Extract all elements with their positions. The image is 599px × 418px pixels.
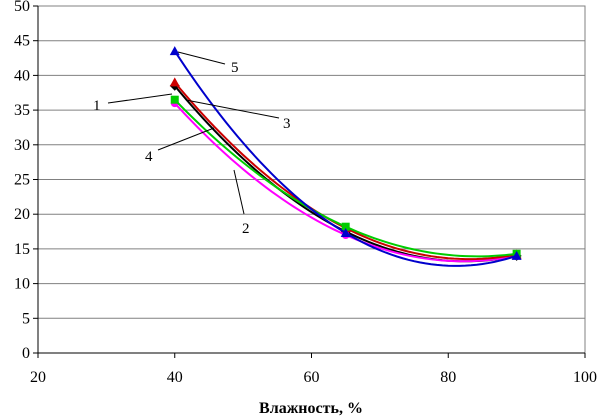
y-tick-label: 35	[14, 102, 30, 119]
series-layer	[169, 46, 522, 267]
y-tick-label: 45	[14, 33, 30, 50]
y-tick-label: 5	[22, 310, 30, 327]
x-tick-labels: 20 40 60 80 100	[30, 369, 597, 386]
series-label: 3	[283, 116, 291, 132]
y-tick-label: 10	[14, 276, 30, 293]
data-point	[170, 95, 179, 104]
y-tick-label: 40	[14, 67, 30, 84]
x-axis-title: Влажность, %	[259, 400, 363, 417]
y-tick-label: 0	[22, 345, 30, 362]
series-label: 4	[145, 149, 153, 165]
x-tick-label: 100	[573, 369, 597, 386]
data-point	[341, 222, 350, 231]
series-label: 5	[231, 60, 239, 76]
data-point	[511, 250, 522, 260]
y-tick-label: 50	[14, 0, 30, 15]
data-point	[169, 77, 180, 87]
x-tick-label: 60	[304, 369, 320, 386]
callout-leader	[233, 169, 245, 215]
series-label: 1	[93, 98, 101, 114]
data-point	[169, 46, 180, 56]
callout-leader	[185, 99, 280, 119]
series-5	[169, 46, 522, 267]
y-tick-label: 25	[14, 172, 30, 189]
y-tick-labels: 0 5 10 15 20 25 30 35 40 45 50	[14, 0, 30, 362]
callout-leader	[177, 51, 226, 65]
x-tick-label: 20	[30, 369, 46, 386]
x-tick-label: 40	[167, 369, 183, 386]
y-tick-label: 30	[14, 137, 30, 154]
y-tick-label: 15	[14, 241, 30, 258]
x-tick-label: 80	[440, 369, 456, 386]
series-label: 2	[242, 221, 250, 237]
y-tick-label: 20	[14, 206, 30, 223]
callout-leader	[107, 93, 173, 104]
data-point	[340, 227, 351, 237]
series-callouts: 1 2 3 4 5	[93, 51, 291, 237]
gridlines	[33, 5, 586, 358]
callout-leader	[157, 127, 215, 151]
